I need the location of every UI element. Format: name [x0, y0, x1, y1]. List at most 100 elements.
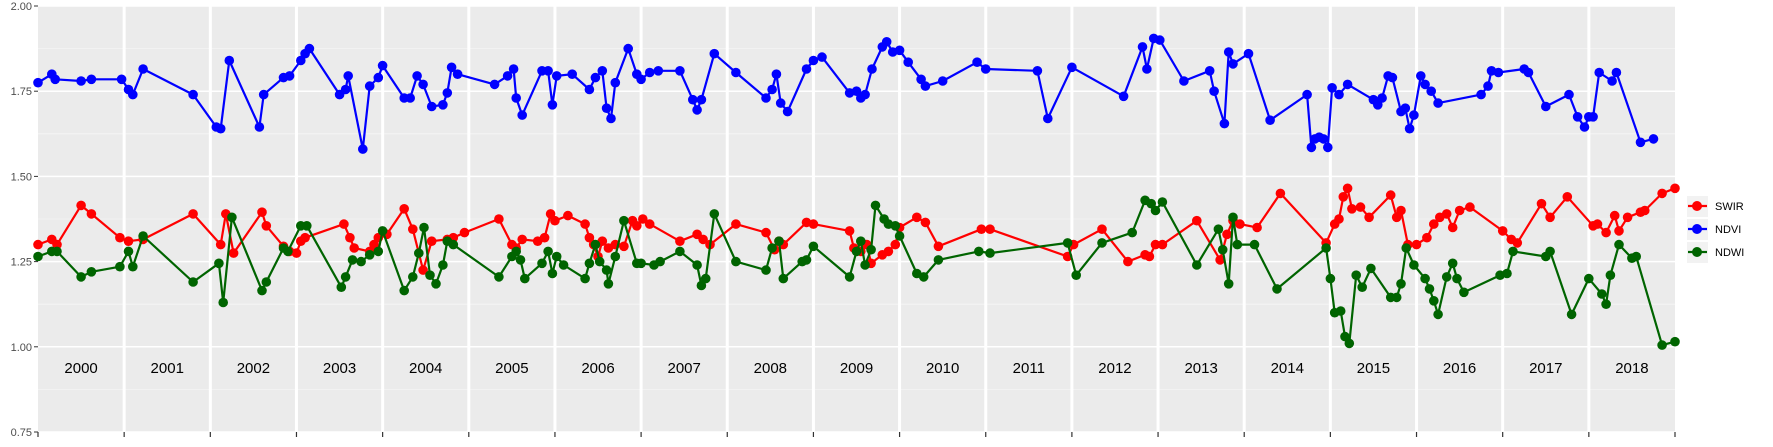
- data-point: [860, 260, 870, 270]
- data-point: [349, 243, 360, 253]
- data-point: [188, 209, 198, 219]
- year-label: 2012: [1098, 360, 1131, 377]
- data-point: [1597, 289, 1607, 299]
- data-point: [511, 246, 521, 257]
- data-point: [1215, 255, 1225, 265]
- x-axis-ticks: [37, 432, 1676, 437]
- data-point: [508, 64, 519, 74]
- data-point: [345, 232, 355, 243]
- data-point: [808, 241, 819, 252]
- data-point: [446, 62, 457, 73]
- data-point: [412, 71, 422, 81]
- data-point: [218, 297, 228, 308]
- data-point: [1476, 89, 1486, 100]
- data-point: [1572, 112, 1583, 122]
- data-point: [601, 265, 612, 275]
- data-point: [302, 221, 312, 231]
- data-point: [1536, 198, 1547, 209]
- data-point: [1318, 134, 1329, 144]
- data-point: [1321, 243, 1331, 253]
- data-point: [426, 236, 437, 246]
- data-point: [1213, 224, 1224, 234]
- data-point: [116, 74, 127, 85]
- data-point: [448, 239, 459, 250]
- year-label: 2001: [151, 360, 184, 377]
- legend-label: SWIR: [1715, 201, 1744, 213]
- data-point: [619, 241, 629, 252]
- data-point: [494, 272, 504, 282]
- data-point: [408, 272, 418, 282]
- data-point: [1157, 197, 1168, 207]
- data-point: [1614, 226, 1624, 236]
- data-point: [138, 231, 148, 241]
- data-point: [1429, 296, 1439, 306]
- data-point: [425, 270, 435, 281]
- data-point: [1433, 309, 1443, 320]
- data-point: [584, 84, 595, 95]
- data-point: [1366, 263, 1376, 274]
- data-point: [918, 272, 929, 282]
- data-point: [912, 212, 922, 223]
- data-point: [377, 60, 388, 71]
- data-point: [356, 256, 366, 267]
- data-point: [1097, 238, 1107, 248]
- data-point: [399, 285, 410, 296]
- y-tick-label: 1.50: [11, 171, 32, 183]
- data-point: [1523, 67, 1534, 78]
- data-point: [1192, 215, 1202, 226]
- data-point: [1420, 79, 1430, 90]
- data-point: [489, 79, 500, 90]
- data-point: [1452, 273, 1462, 284]
- data-point: [1584, 273, 1594, 284]
- data-point: [1483, 81, 1493, 91]
- data-point: [339, 219, 349, 229]
- data-point: [767, 84, 777, 95]
- data-point: [817, 52, 827, 62]
- legend-key-point: [1692, 247, 1702, 257]
- data-point: [1209, 86, 1219, 96]
- data-point: [636, 258, 646, 269]
- data-point: [1454, 205, 1465, 216]
- data-point: [1385, 190, 1396, 200]
- y-axis: 0.75 1.00 1.25 1.50 1.75 2.00: [11, 1, 38, 439]
- data-point: [808, 219, 819, 229]
- data-point: [1325, 273, 1336, 284]
- data-point: [1252, 222, 1262, 233]
- data-point: [33, 251, 43, 262]
- legend-item-swir: SWIR: [1687, 196, 1744, 217]
- data-point: [619, 215, 629, 226]
- data-point: [52, 239, 62, 250]
- data-point: [1635, 137, 1646, 148]
- year-label: 2000: [64, 360, 97, 377]
- data-point: [920, 81, 931, 91]
- data-point: [1327, 83, 1337, 93]
- data-point: [373, 246, 384, 257]
- data-point: [597, 66, 608, 76]
- data-point: [1243, 48, 1254, 59]
- data-point: [1502, 268, 1512, 279]
- data-point: [502, 71, 513, 81]
- data-point: [644, 67, 655, 78]
- data-point: [426, 101, 437, 112]
- data-point: [767, 243, 777, 253]
- data-point: [1275, 188, 1286, 199]
- data-point: [215, 239, 226, 250]
- data-point: [254, 122, 265, 132]
- data-point: [1204, 66, 1215, 76]
- data-point: [86, 74, 97, 85]
- data-point: [1342, 183, 1353, 194]
- year-label: 2018: [1615, 360, 1648, 377]
- data-point: [580, 273, 590, 284]
- data-point: [1545, 212, 1555, 223]
- data-point: [1232, 239, 1243, 250]
- data-point: [778, 273, 789, 284]
- data-point: [567, 69, 577, 79]
- data-point: [1429, 219, 1439, 229]
- year-label: 2009: [840, 360, 873, 377]
- data-point: [775, 98, 786, 108]
- data-point: [558, 260, 569, 270]
- data-point: [1562, 192, 1573, 202]
- data-point: [808, 55, 819, 66]
- data-point: [283, 246, 293, 257]
